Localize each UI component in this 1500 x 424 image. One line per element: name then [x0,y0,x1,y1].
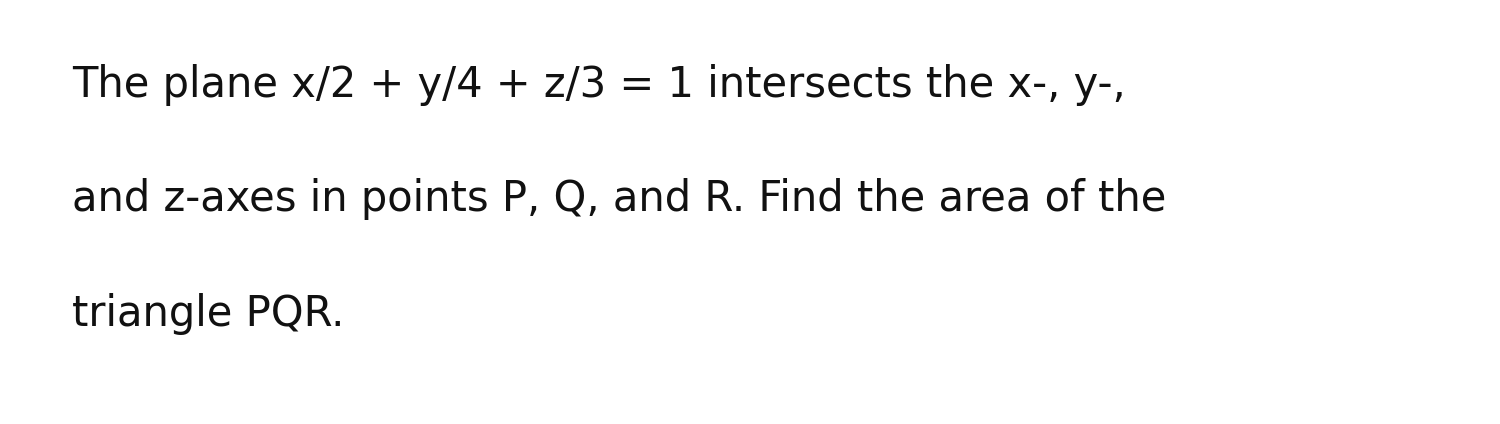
Text: The plane x/2 + y/4 + z/3 = 1 intersects the x-, y-,: The plane x/2 + y/4 + z/3 = 1 intersects… [72,64,1125,106]
Text: triangle PQR.: triangle PQR. [72,293,345,335]
Text: and z-axes in points P, Q, and R. Find the area of the: and z-axes in points P, Q, and R. Find t… [72,178,1167,220]
